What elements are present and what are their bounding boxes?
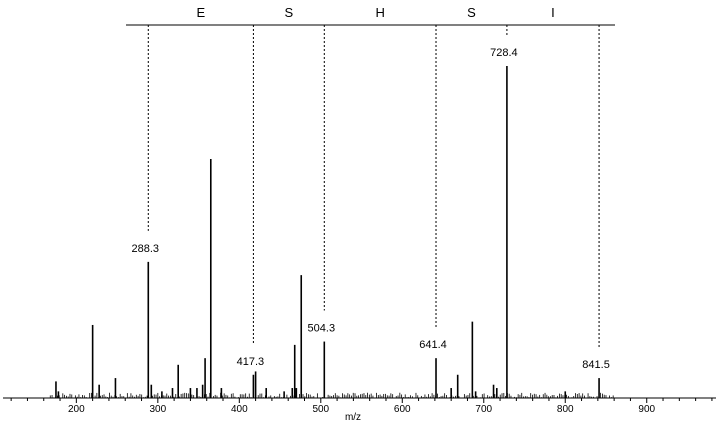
peak-label: 417.3 (237, 356, 265, 368)
x-tick-label: 700 (475, 404, 492, 415)
peak-label: 641.4 (419, 339, 447, 351)
x-tick-label: 200 (68, 404, 85, 415)
x-tick-label: 800 (557, 404, 574, 415)
residue-label: H (375, 5, 384, 20)
x-axis-label: m/z (345, 412, 361, 423)
baseline-noise (49, 392, 614, 398)
peak-label: 841.5 (582, 359, 610, 371)
residue-label: I (551, 5, 555, 20)
residue-label: E (197, 5, 206, 20)
peak-label: 288.3 (132, 243, 160, 255)
x-tick-label: 400 (231, 404, 248, 415)
peak-labels: 288.3 417.3 504.3 641.4 728.4 841.5 (132, 47, 610, 371)
x-tick-label: 900 (638, 404, 655, 415)
x-tick-label: 500 (312, 404, 329, 415)
x-tick-label: 300 (149, 404, 166, 415)
x-axis-ticks: 200 300 400 500 600 700 800 900 (10, 398, 713, 415)
peak-label: 504.3 (308, 323, 336, 335)
peak-series (55, 66, 600, 398)
x-tick-label: 600 (394, 404, 411, 415)
residue-label: S (467, 5, 476, 20)
residue-label: S (285, 5, 294, 20)
peak-label: 728.4 (490, 47, 518, 59)
